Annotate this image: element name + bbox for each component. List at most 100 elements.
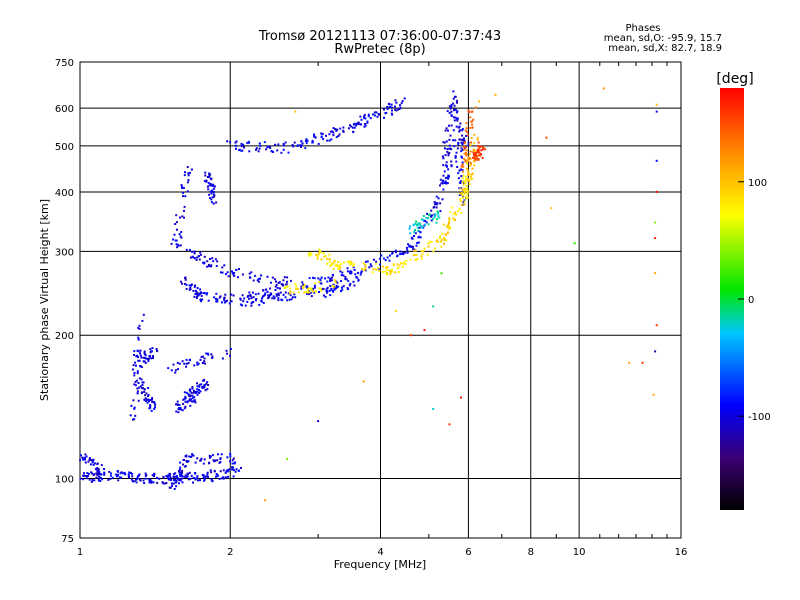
trace-point [222,477,225,480]
trace-point [189,284,192,287]
trace-point [215,300,218,303]
trace-point [170,242,173,245]
trace-point [211,257,214,260]
trace-point [229,455,232,458]
trace-point [479,154,482,157]
trace-point [353,126,356,129]
trace-point [402,253,405,256]
trace-point [400,102,403,105]
trace-point [221,301,223,304]
trace-point [179,475,182,477]
trace-point [156,476,158,479]
trace-point [467,178,469,181]
trace-point [441,198,444,201]
trace-point [185,358,188,361]
trace-point [133,480,136,483]
trace-point [340,274,343,277]
trace-point [189,256,192,259]
trace-point [337,285,340,288]
trace-point [452,139,455,142]
trace-point [180,231,183,233]
x-tick-label: 4 [377,547,383,558]
trace-point [186,401,189,404]
trace-point [186,190,189,193]
trace-point [333,288,336,291]
trace-point [209,190,212,193]
trace-point [326,139,329,142]
scattered-point [655,103,658,106]
trace-point [470,120,473,123]
trace-point [457,172,460,175]
trace-point [224,476,227,479]
trace-point [352,265,355,268]
trace-point [231,466,234,469]
trace-point [409,232,412,235]
trace-point [196,382,198,385]
trace-point [90,471,93,474]
trace-point [181,481,184,484]
trace-point [110,472,112,475]
scattered-point [655,159,658,162]
trace-point [139,354,142,357]
trace-point [221,477,223,480]
trace-point [312,276,314,279]
trace-point [463,139,466,142]
trace-point [98,471,101,474]
trace-point [396,263,399,266]
trace-point [213,460,216,463]
trace-point [174,481,177,484]
trace-point [286,280,288,283]
trace-point [364,124,367,127]
trace-point [401,100,404,103]
trace-point [114,473,117,476]
trace-point [448,151,451,154]
trace-point [457,126,460,129]
trace-point [193,252,196,255]
trace-point [414,232,417,235]
trace-point [396,254,399,257]
trace-point [196,393,199,396]
trace-point [301,286,304,289]
trace-point [322,287,325,290]
trace-point [241,273,244,276]
trace-point [199,390,202,393]
trace-point [414,249,417,252]
trace-point [212,191,215,193]
trace-point [136,475,139,478]
trace-point [147,393,150,396]
trace-point [165,482,168,485]
trace-point [176,403,179,406]
trace-point [324,295,327,298]
trace-point [216,260,219,263]
trace-point [338,133,341,136]
trace-point [324,277,327,280]
trace-point [152,357,154,359]
trace-point [87,460,90,463]
trace-point [466,196,469,199]
trace-point [226,140,229,143]
trace-point [223,301,226,304]
trace-point [314,282,317,285]
trace-point [314,136,317,139]
trace-point [226,352,228,355]
trace-point [191,453,194,456]
trace-point [153,402,156,405]
trace-point [286,299,289,302]
trace-point [132,364,135,367]
trace-point [239,297,242,300]
trace-point [98,479,100,482]
trace-point [455,213,458,216]
trace-point [375,262,378,265]
trace-point [212,195,215,198]
trace-point [178,479,181,482]
trace-point [233,469,235,472]
trace-point [169,476,172,479]
trace-point [342,129,345,132]
trace-point [128,471,131,474]
trace-point [228,302,231,305]
trace-point [355,122,358,125]
trace-point [208,265,211,267]
trace-point [417,241,420,244]
trace-point [448,227,451,230]
trace-point [360,270,363,273]
